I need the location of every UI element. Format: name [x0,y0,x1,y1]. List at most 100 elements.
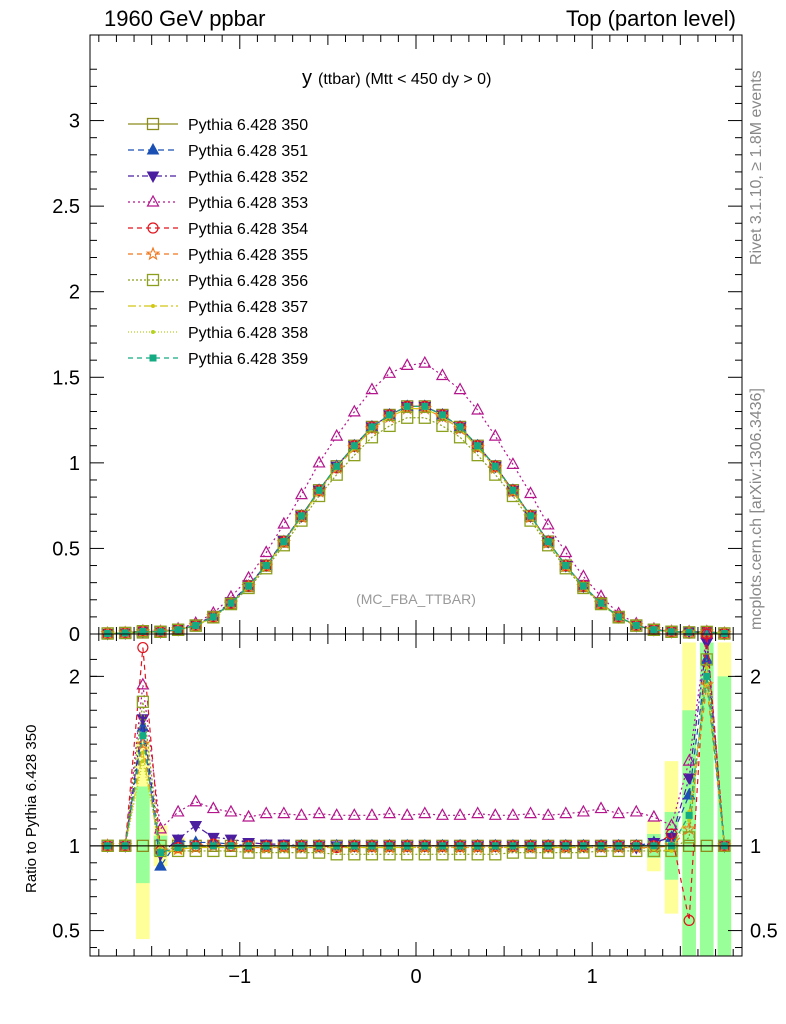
header-left-label: 1960 GeV ppbar [104,6,266,31]
legend-marker-5 [145,246,161,261]
ratio-line-5 [107,684,725,852]
main-point-6-17 [401,411,414,424]
ratio-point-8-2 [140,759,145,764]
ratio-point-2-5 [189,821,203,833]
main-point-3-18 [418,355,432,368]
main-point-9-5 [192,621,200,629]
legend-label-1: Pythia 6.428 351 [188,143,308,160]
ratio-point-3-28 [594,801,608,814]
ratio-point-3-16 [383,806,397,819]
main-point-3-27 [576,569,590,582]
ratio-point-6-33 [682,831,696,844]
ratio-ytick-label-right-1: 1 [750,836,761,858]
main-point-9-21 [474,442,482,450]
main-point-9-7 [227,599,235,607]
main-ytick-label-3: 1.5 [52,367,80,389]
ratio-series-3 [101,626,731,851]
main-point-9-6 [209,613,217,621]
main-point-9-23 [509,486,517,494]
ratio-ytick-label-right-2: 2 [750,666,761,688]
main-point-9-33 [685,628,693,636]
ratio-point-3-13 [330,808,344,820]
ratio-point-3-31 [647,809,661,822]
main-point-3-9 [259,545,273,558]
ratio-series-4 [102,628,730,927]
ratio-point-9-33 [685,811,693,819]
main-point-6-5 [189,619,202,632]
legend-marker-7 [151,304,155,308]
ratio-series-2 [101,637,731,862]
main-line-9 [107,405,725,635]
ratio-point-7-2 [140,750,145,755]
legend-entry-7: Pythia 6.428 357 [128,299,308,316]
main-point-6-30 [630,619,643,632]
ratio-point-4-33 [683,914,695,927]
main-point-9-20 [456,423,464,431]
ratio-point-9-3 [156,849,164,857]
main-point-3-24 [524,486,538,499]
ratio-ytick-label-left-0: 0.5 [52,921,80,943]
ratio-line-4 [107,633,725,921]
legend-label-7: Pythia 6.428 357 [188,299,308,316]
ratio-point-4-2 [137,641,149,654]
legend-marker-1 [146,142,160,155]
ratio-point-3-26 [559,806,573,819]
ratio-point-3-23 [506,808,520,820]
main-point-9-1 [121,629,129,637]
ratio-point-1-3 [154,859,167,871]
legend-marker-4 [147,222,159,234]
main-point-9-35 [720,629,728,637]
legend-marker-8 [151,330,155,334]
legend-entry-4: Pythia 6.428 354 [128,221,308,238]
main-point-6-28 [594,597,608,611]
ratio-line-1 [107,659,725,868]
ratio-point-3-11 [294,808,308,820]
ratio-point-3-30 [629,804,643,817]
ratio-point-3-25 [541,808,555,820]
main-panel-series [100,355,732,641]
legend-marker-3 [146,194,160,207]
main-point-9-25 [544,538,552,546]
header-right-label: Top (parton level) [566,6,736,31]
main-point-9-4 [174,626,182,634]
ratio-point-3-9 [259,806,273,819]
main-point-9-12 [315,486,323,494]
ratio-point-3-5 [189,794,203,807]
main-point-9-8 [245,582,253,590]
main-point-9-11 [297,512,305,520]
main-point-6-21 [471,449,484,462]
main-point-6-14 [348,449,361,462]
main-point-3-14 [347,404,361,417]
band-green-34 [699,642,714,956]
analysis-label: (MC_FBA_TTBAR) [356,591,476,607]
main-point-5-13 [329,460,344,475]
main-point-3-11 [294,487,308,500]
legend-label-5: Pythia 6.428 355 [188,247,308,264]
plot-title-detail: (ttbar) (Mtt < 450 dy > 0) [318,71,491,88]
main-ytick-label-1: 0.5 [52,538,80,560]
main-ytick-label-6: 3 [69,111,80,133]
main-point-3-13 [330,428,344,441]
band-green-2 [136,786,150,884]
ratio-point-3-19 [435,808,449,820]
main-point-3-25 [541,517,555,530]
ratio-ytick-label-right-0: 0.5 [750,921,778,943]
ratio-point-3-14 [347,808,361,820]
ratio-point-3-33 [682,753,696,766]
plot-title-variable: y [302,67,312,89]
main-ytick-label-5: 2.5 [52,196,80,218]
legend-entry-3: Pythia 6.428 353 [128,194,308,212]
legend-marker-2 [146,171,160,184]
main-point-6-20 [453,431,467,444]
ratio-series-1 [101,652,731,871]
legend-entry-0: Pythia 6.428 350 [128,117,308,134]
main-point-3-12 [312,455,326,468]
main-point-3-19 [435,368,449,381]
legend-marker-6 [146,273,160,287]
main-point-3-15 [365,382,379,395]
ratio-point-3-12 [312,806,326,819]
ratio-point-3-7 [224,804,238,817]
main-point-3-22 [488,428,502,441]
xtick-label-2: 1 [587,966,598,988]
